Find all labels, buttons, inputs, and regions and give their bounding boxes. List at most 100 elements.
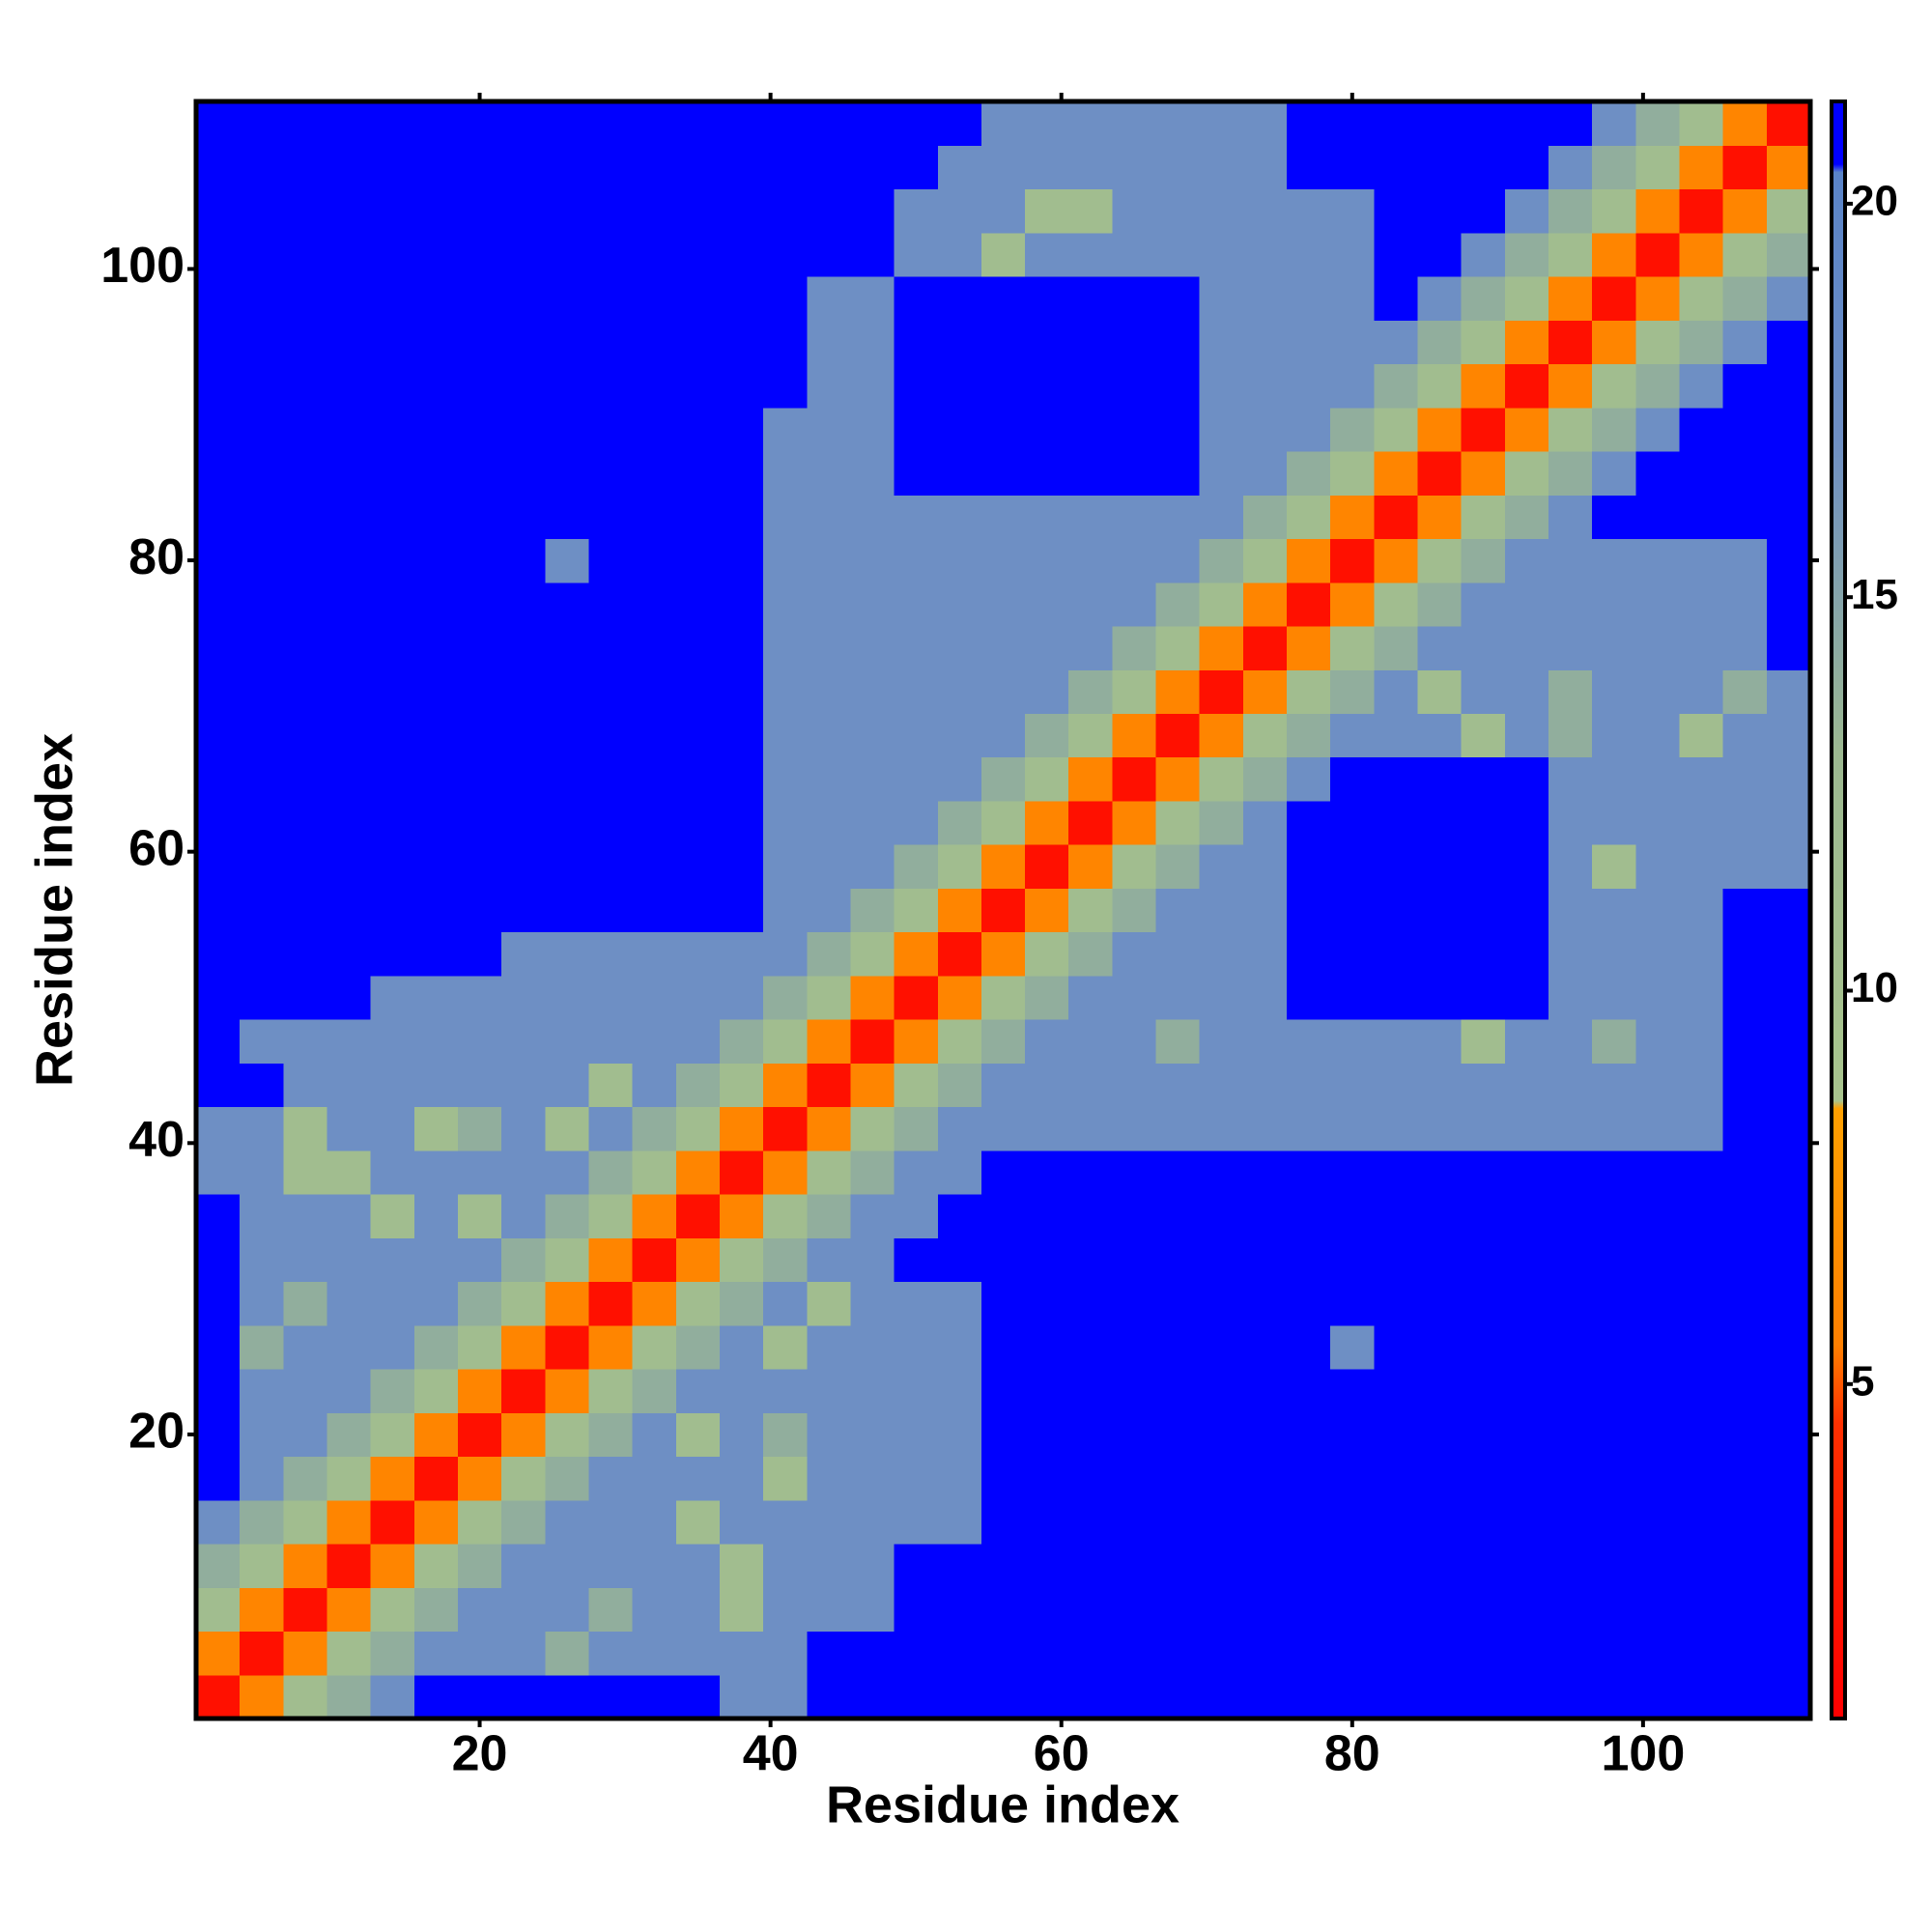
heatmap-cell: [850, 1544, 895, 1588]
heatmap-cell: [196, 538, 241, 583]
heatmap-cell: [1242, 756, 1288, 802]
heatmap-cell: [545, 145, 590, 190]
heatmap-cell: [1068, 975, 1114, 1020]
heatmap-cell: [980, 145, 1026, 190]
heatmap-cell: [1679, 1369, 1724, 1413]
heatmap-cell: [370, 495, 415, 540]
heatmap-cell: [327, 888, 372, 933]
heatmap-cell: [1504, 1674, 1549, 1719]
heatmap-cell: [370, 1674, 415, 1719]
heatmap-cell: [763, 1324, 808, 1370]
heatmap-cell: [937, 363, 982, 409]
heatmap-cell: [1242, 1499, 1288, 1545]
heatmap-cell: [240, 756, 284, 802]
heatmap-cell: [632, 1631, 677, 1676]
heatmap-cell: [196, 625, 241, 670]
colorbar-tick-label: 10: [1851, 964, 1898, 1011]
heatmap-cell: [545, 1150, 590, 1195]
heatmap-cell: [1592, 1324, 1636, 1370]
heatmap-cell: [1242, 1194, 1288, 1238]
heatmap-cell: [545, 1412, 590, 1458]
heatmap-cell: [1417, 1063, 1463, 1108]
heatmap-cell: [370, 450, 415, 496]
heatmap-cell: [588, 320, 634, 365]
heatmap-cell: [1417, 1194, 1463, 1238]
heatmap-cell: [1679, 1544, 1724, 1588]
heatmap-cell: [1635, 538, 1681, 583]
heatmap-cell: [588, 1106, 634, 1151]
heatmap-cell: [632, 975, 677, 1020]
heatmap-cell: [1112, 101, 1157, 146]
heatmap-cell: [1155, 1412, 1201, 1458]
heatmap-cell: [1242, 669, 1288, 715]
heatmap-cell: [1635, 363, 1681, 409]
heatmap-cell: [501, 101, 546, 146]
heatmap-cell: [1242, 800, 1288, 845]
heatmap-cell: [240, 844, 284, 889]
heatmap-cell: [1592, 538, 1636, 583]
heatmap-cell: [1679, 320, 1724, 365]
heatmap-cell: [588, 713, 634, 758]
heatmap-cell: [283, 450, 328, 496]
heatmap-cell: [719, 320, 764, 365]
heatmap-cell: [1199, 1106, 1244, 1151]
heatmap-cell: [501, 931, 546, 977]
heatmap-cell: [1068, 800, 1114, 845]
heatmap-cell: [545, 1544, 590, 1588]
heatmap-cell: [850, 931, 895, 977]
heatmap-cell: [719, 669, 764, 715]
heatmap-cell: [763, 538, 808, 583]
heatmap-cell: [1330, 800, 1375, 845]
heatmap-cell: [1155, 582, 1201, 627]
heatmap-cell: [240, 1063, 284, 1108]
heatmap-cell: [1635, 1456, 1681, 1501]
heatmap-cell: [807, 538, 852, 583]
heatmap-cell: [1112, 1412, 1157, 1458]
heatmap-cell: [1461, 363, 1506, 409]
heatmap-cell: [1679, 1456, 1724, 1501]
heatmap-cell: [240, 101, 284, 146]
heatmap-cell: [1679, 1194, 1724, 1238]
heatmap-cell: [937, 145, 982, 190]
heatmap-cell: [370, 1587, 415, 1633]
heatmap-cell: [1112, 1631, 1157, 1676]
heatmap-cell: [1461, 756, 1506, 802]
heatmap-cell: [1112, 320, 1157, 365]
heatmap-cell: [370, 1281, 415, 1326]
heatmap-cell: [1199, 145, 1244, 190]
heatmap-cell: [763, 713, 808, 758]
heatmap-cell: [1592, 495, 1636, 540]
heatmap-cell: [1679, 1019, 1724, 1064]
heatmap-cell: [588, 975, 634, 1020]
heatmap-cell: [1461, 1369, 1506, 1413]
heatmap-cell: [1504, 844, 1549, 889]
heatmap-cell: [980, 975, 1026, 1020]
heatmap-cell: [283, 975, 328, 1020]
heatmap-cell: [283, 582, 328, 627]
heatmap-cell: [675, 1456, 721, 1501]
heatmap-cell: [370, 1412, 415, 1458]
heatmap-cell: [413, 145, 459, 190]
heatmap-cell: [1155, 1544, 1201, 1588]
heatmap-cell: [807, 1544, 852, 1588]
heatmap-cell: [1155, 844, 1201, 889]
heatmap-cell: [1548, 101, 1593, 146]
heatmap-cell: [675, 625, 721, 670]
heatmap-cell: [1504, 1369, 1549, 1413]
heatmap-cell: [719, 188, 764, 234]
heatmap-cell: [850, 1412, 895, 1458]
heatmap-cell: [240, 145, 284, 190]
heatmap-cell: [1417, 800, 1463, 845]
heatmap-cell: [1766, 275, 1811, 321]
heatmap-cell: [413, 1281, 459, 1326]
heatmap-cell: [1025, 538, 1069, 583]
heatmap-cell: [327, 1412, 372, 1458]
heatmap-cell: [1417, 188, 1463, 234]
heatmap-cell: [327, 844, 372, 889]
heatmap-cell: [1548, 625, 1593, 670]
heatmap-cell: [632, 363, 677, 409]
heatmap-cell: [1242, 363, 1288, 409]
heatmap-cell: [1417, 145, 1463, 190]
heatmap-cell: [1417, 407, 1463, 452]
heatmap-cell: [719, 800, 764, 845]
